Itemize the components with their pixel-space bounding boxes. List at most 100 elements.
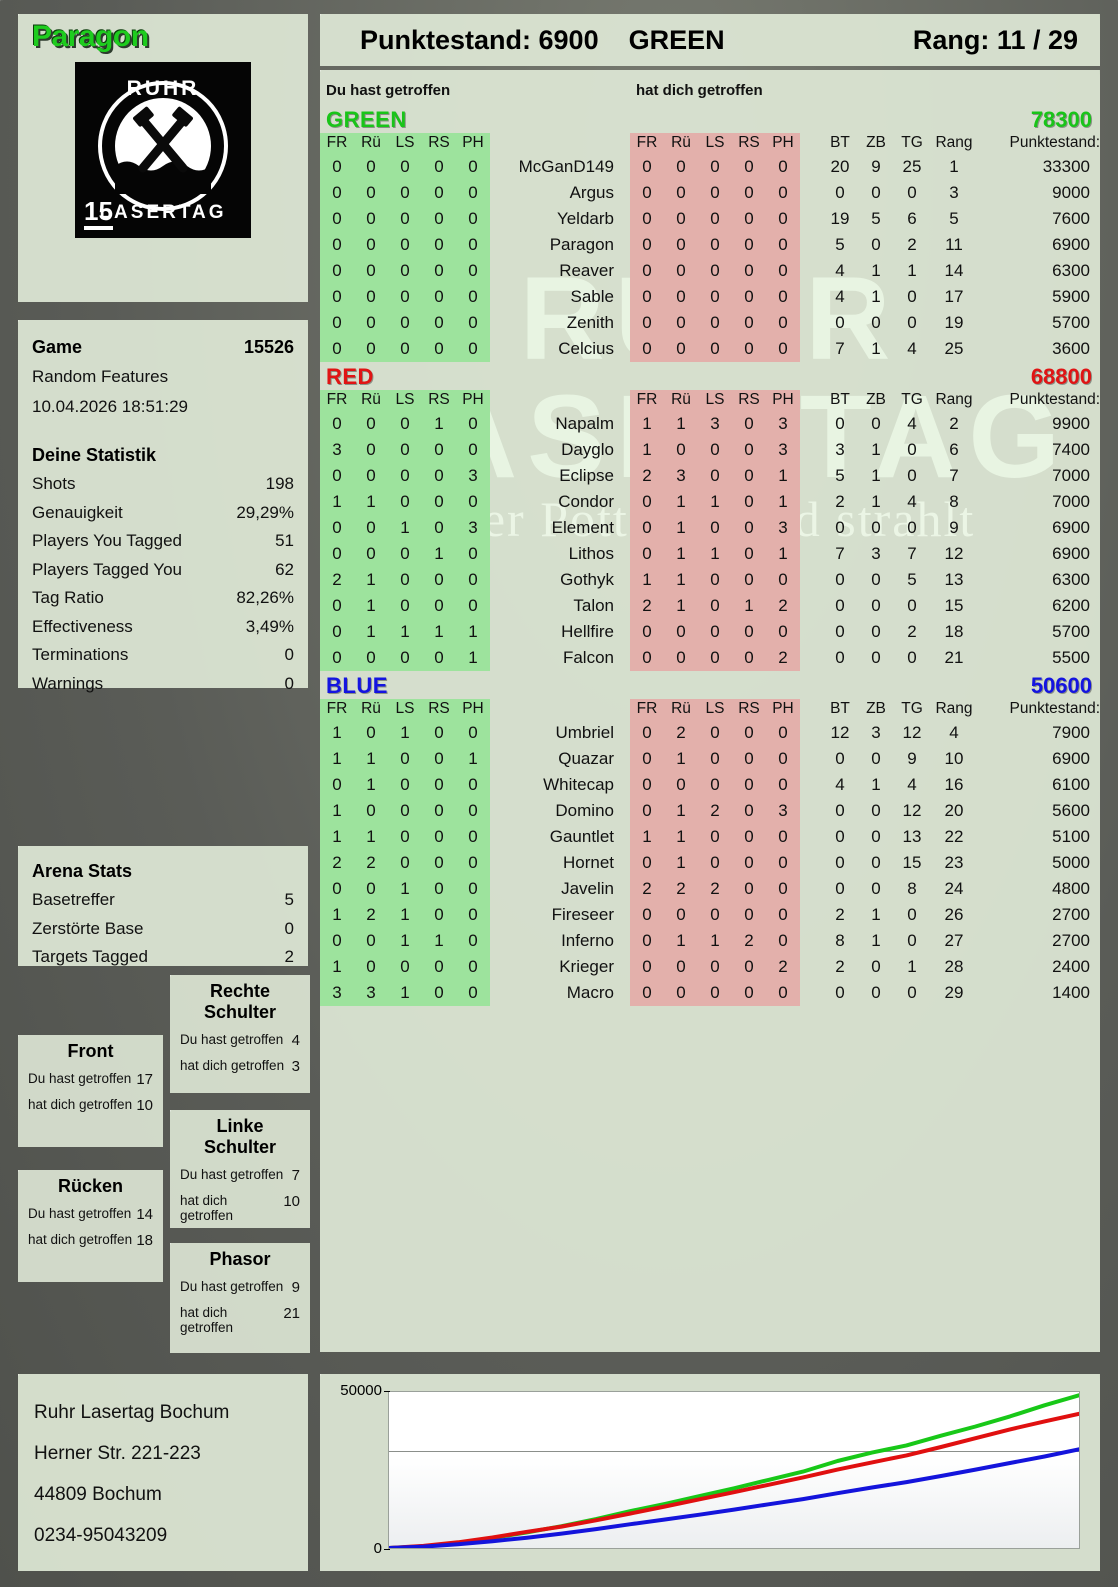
table-header-row: FR Rü LS RS PH FR Rü LS RS PH BT ZB TG Rang Punktestan…: [320, 133, 1100, 154]
bt-cell: 7: [835, 339, 845, 358]
tagged-you-cell: 2: [698, 876, 732, 902]
tagged-you-cell: 0: [766, 772, 800, 798]
table-row[interactable]: 0 0 0 0 1 Falcon 0 0 0 0 2 0 0 0 21 5500: [320, 645, 1100, 671]
zb-cell: 1: [871, 905, 881, 924]
tagged-you-cell: 0: [664, 954, 698, 980]
tagged-you-cell: 0: [698, 772, 732, 798]
tagged-you-cell: 0: [630, 850, 664, 876]
you-tagged-cell: 2: [320, 850, 354, 876]
table-row[interactable]: 3 3 1 0 0 Macro 0 0 0 0 0 0 0 0 29 1400: [320, 980, 1100, 1006]
tagged-you-cell: 0: [630, 154, 664, 180]
col-them-FR: FR: [630, 133, 664, 154]
table-row[interactable]: 0 0 0 0 0 Celcius 0 0 0 0 0 7 1 4 25 3600: [320, 336, 1100, 362]
tagged-you-cell: 1: [664, 798, 698, 824]
tagged-you-cell: 0: [698, 850, 732, 876]
zb-cell: 0: [871, 622, 881, 641]
tagged-you-cell: 1: [630, 437, 664, 463]
score-summary-bar: Punktestand: 6900 GREEN Rang: 11 / 29: [320, 14, 1100, 66]
tagged-you-cell: 0: [766, 720, 800, 746]
tagged-you-label: hat dich getroffen: [180, 1058, 285, 1073]
player-name-cell: Macro: [566, 983, 614, 1002]
points-cell: 6200: [1052, 596, 1090, 615]
tg-cell: 0: [907, 518, 917, 537]
tg-cell: 8: [907, 879, 917, 898]
table-row[interactable]: 1 2 1 0 0 Fireseer 0 0 0 0 0 2 1 0 26 2700: [320, 902, 1100, 928]
table-row[interactable]: 0 0 0 0 0 Argus 0 0 0 0 0 0 0 0 3 9000: [320, 180, 1100, 206]
points-cell: 2400: [1052, 957, 1090, 976]
you-tagged-cell: 0: [354, 232, 388, 258]
tagged-you-cell: 0: [630, 258, 664, 284]
table-row[interactable]: 1 0 1 0 0 Umbriel 0 2 0 0 0 12 3 12 4 7900: [320, 720, 1100, 746]
you-tagged-cell: 0: [354, 645, 388, 671]
points-cell: 5700: [1052, 313, 1090, 332]
bt-cell: 0: [835, 827, 845, 846]
table-row[interactable]: 0 1 1 1 1 Hellfire 0 0 0 0 0 0 0 2 18 5700: [320, 619, 1100, 645]
rang-cell: 28: [944, 957, 964, 976]
tg-cell: 2: [907, 622, 917, 641]
stat-label: Terminations: [32, 645, 129, 664]
team-total-score: 68800: [1030, 364, 1092, 389]
body-part-phasor: Phasor Du hast getroffen 9 hat dich getro…: [170, 1243, 310, 1353]
rang-cell: 26: [944, 905, 964, 924]
body-part-title: Linke Schulter: [203, 1116, 277, 1157]
bt-cell: 0: [835, 183, 845, 202]
tagged-you-cell: 0: [698, 720, 732, 746]
you-tagged-cell: 0: [422, 463, 456, 489]
you-tagged-cell: 2: [354, 850, 388, 876]
table-row[interactable]: 0 0 0 1 0 Napalm 1 1 3 0 3 0 0 4 2 9900: [320, 411, 1100, 437]
table-row[interactable]: 1 1 0 0 1 Quazar 0 1 0 0 0 0 0 9 10 6900: [320, 746, 1100, 772]
table-row[interactable]: 0 0 0 0 0 Sable 0 0 0 0 0 4 1 0 17 5900: [320, 284, 1100, 310]
points-cell: 9000: [1052, 183, 1090, 202]
table-row[interactable]: 0 0 0 0 0 Yeldarb 0 0 0 0 0 19 5 6 5 7600: [320, 206, 1100, 232]
table-row[interactable]: 0 0 0 0 3 Eclipse 2 3 0 0 1 5 1 0 7 7000: [320, 463, 1100, 489]
table-row[interactable]: 1 0 0 0 0 Krieger 0 0 0 0 2 2 0 1 28 2400: [320, 954, 1100, 980]
you-tagged-cell: 1: [320, 489, 354, 515]
arena-stats-panel: Arena Stats Basetreffer 5 Zerstörte Base 0 T…: [18, 846, 308, 966]
table-row[interactable]: 0 0 0 1 0 Lithos 0 1 1 0 1 7 3 7 12 6900: [320, 541, 1100, 567]
col-TG: TG: [901, 134, 923, 151]
col-them-Rü: Rü: [664, 390, 698, 411]
table-row[interactable]: 0 0 0 0 0 Zenith 0 0 0 0 0 0 0 0 19 5700: [320, 310, 1100, 336]
tagged-you-cell: 0: [698, 232, 732, 258]
table-row[interactable]: 1 1 0 0 0 Gauntlet 1 1 0 0 0 0 0 13 22 5100: [320, 824, 1100, 850]
table-row[interactable]: 3 0 0 0 0 Dayglo 1 0 0 0 3 3 1 0 6 7400: [320, 437, 1100, 463]
bt-cell: 12: [830, 723, 850, 742]
rang-cell: 13: [944, 570, 964, 589]
stat-label: Effectiveness: [32, 616, 133, 636]
table-row[interactable]: 1 0 0 0 0 Domino 0 1 2 0 3 0 0 12 20 5600: [320, 798, 1100, 824]
table-row[interactable]: 0 1 0 0 0 Talon 2 1 0 1 2 0 0 0 15 6200: [320, 593, 1100, 619]
stat-value: 2: [284, 947, 294, 966]
table-row[interactable]: 0 0 1 0 0 Javelin 2 2 2 0 0 0 0 8 24 4800: [320, 876, 1100, 902]
stat-value: 62: [275, 559, 294, 579]
tg-cell: 12: [902, 801, 922, 820]
chart-line-red: [389, 1411, 1079, 1548]
table-row[interactable]: 2 1 0 0 0 Gothyk 1 1 0 0 0 0 0 5 13 6300: [320, 567, 1100, 593]
tagged-you-cell: 0: [630, 720, 664, 746]
you-tagged-cell: 0: [354, 515, 388, 541]
tagged-you-cell: 0: [698, 567, 732, 593]
table-row[interactable]: 0 0 1 0 3 Element 0 1 0 0 3 0 0 0 9 6900: [320, 515, 1100, 541]
you-tagged-cell: 0: [422, 489, 456, 515]
you-tagged-cell: 1: [388, 876, 422, 902]
you-tagged-cell: 1: [456, 645, 490, 671]
rang-cell: 12: [944, 544, 964, 563]
tagged-you-cell: 0: [630, 772, 664, 798]
stat-row: Genauigkeit 29,29%: [32, 499, 294, 528]
table-row[interactable]: 0 0 0 0 0 Paragon 0 0 0 0 0 5 0 2 11 6900: [320, 232, 1100, 258]
bt-cell: 3: [835, 440, 845, 459]
tagged-you-cell: 2: [698, 798, 732, 824]
address-line: 0234-95043209: [34, 1525, 168, 1546]
table-row[interactable]: 2 2 0 0 0 Hornet 0 1 0 0 0 0 0 15 23 5000: [320, 850, 1100, 876]
col-ZB: ZB: [866, 134, 886, 151]
table-row[interactable]: 0 0 0 0 0 Reaver 0 0 0 0 0 4 1 1 14 6300: [320, 258, 1100, 284]
tg-cell: 0: [907, 313, 917, 332]
tg-cell: 4: [907, 339, 917, 358]
table-row[interactable]: 0 0 1 1 0 Inferno 0 1 1 2 0 8 1 0 27 2700: [320, 928, 1100, 954]
player-name-cell: Condor: [558, 492, 614, 511]
table-row[interactable]: 1 1 0 0 0 Condor 0 1 1 0 1 2 1 4 8 7000: [320, 489, 1100, 515]
table-row[interactable]: 0 0 0 0 0 McGanD149 0 0 0 0 0 20 9 25 1 33300: [320, 154, 1100, 180]
table-row[interactable]: 0 1 0 0 0 Whitecap 0 0 0 0 0 4 1 4 16 6100: [320, 772, 1100, 798]
tg-cell: 0: [907, 905, 917, 924]
tagged-you-cell: 0: [766, 980, 800, 1006]
col-them-RS: RS: [732, 699, 766, 720]
